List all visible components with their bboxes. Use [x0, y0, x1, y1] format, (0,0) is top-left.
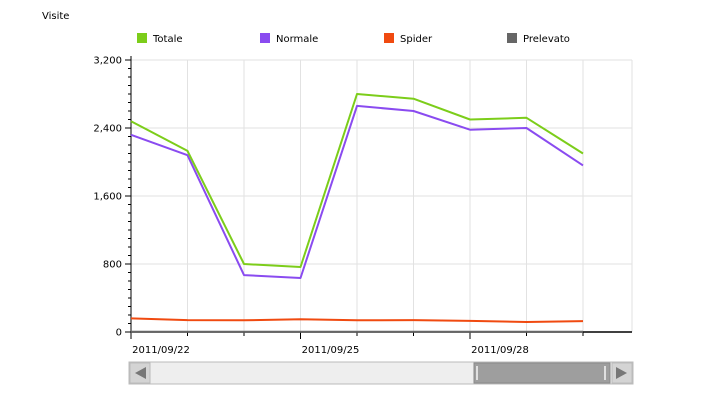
series-lines	[130, 93, 584, 333]
arrow-left-icon	[135, 367, 146, 379]
y-tick-label: 3,200	[93, 56, 122, 67]
x-tick-label: 2011/09/22	[132, 345, 190, 356]
legend-label-totale: Totale	[152, 34, 183, 45]
axes	[125, 56, 632, 339]
y-tick-label: 0	[116, 328, 122, 339]
grid	[130, 59, 633, 332]
series-line-normale	[130, 104, 584, 279]
x-tick-label: 2011/09/28	[471, 345, 529, 356]
scrollbar[interactable]	[128, 361, 634, 385]
scroll-thumb-grip-right[interactable]	[604, 366, 606, 380]
arrow-right-icon	[616, 367, 627, 379]
scroll-thumb[interactable]	[473, 362, 611, 384]
legend: Totale Normale Spider Prelevato	[137, 33, 570, 45]
legend-swatch-spider	[384, 33, 394, 43]
x-tick-labels: 2011/09/22 2011/09/25 2011/09/28	[132, 345, 529, 356]
y-axis-title: Visite	[42, 11, 69, 22]
legend-swatch-normale	[260, 33, 270, 43]
series-line-totale	[130, 93, 584, 268]
y-tick-labels: 0 800 1,600 2,400 3,200	[93, 56, 122, 339]
y-tick-label: 800	[103, 260, 122, 271]
scroll-thumb-grip-left[interactable]	[476, 366, 478, 380]
y-tick-label: 2,400	[93, 124, 122, 135]
legend-label-spider: Spider	[400, 34, 433, 45]
legend-swatch-totale	[137, 33, 147, 43]
legend-label-normale: Normale	[276, 34, 318, 45]
legend-label-prelevato: Prelevato	[523, 34, 570, 45]
y-tick-label: 1,600	[93, 192, 122, 203]
series-line-spider	[130, 317, 584, 323]
legend-swatch-prelevato	[507, 33, 517, 43]
x-tick-label: 2011/09/25	[302, 345, 360, 356]
